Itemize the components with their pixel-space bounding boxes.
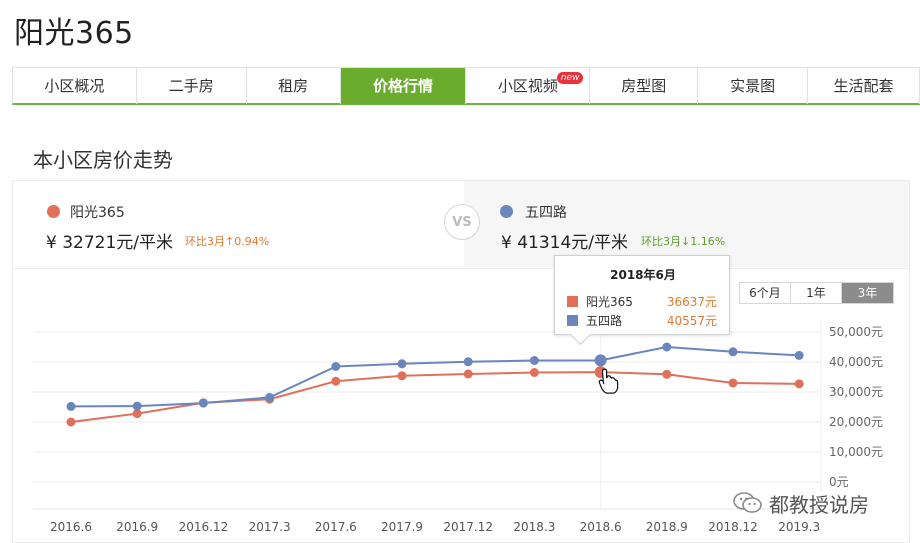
tab-7[interactable]: 实景图 [698,68,809,104]
compare-left-change: 环比3月↑0.94% [185,235,270,248]
data-point[interactable] [662,369,672,379]
tab-label: 小区视频 [497,77,558,95]
new-badge: new [556,72,584,84]
range-button[interactable]: 6个月 [740,283,791,303]
vs-badge: VS [444,204,480,240]
x-tick-label: 2017.3 [249,520,291,534]
tab-2[interactable]: 二手房 [137,68,247,104]
data-point[interactable] [132,401,142,411]
tooltip-swatch [567,296,578,307]
tooltip-row: 阳光365 36637元 [567,293,717,309]
x-tick-label: 2017.9 [381,520,423,534]
tab-1[interactable]: 小区概况 [13,68,137,104]
tooltip-series-value: 40557元 [666,314,717,328]
range-button[interactable]: 1年 [791,283,842,303]
data-point[interactable] [529,368,539,377]
x-tick-label: 2018.3 [513,520,555,534]
tab-3[interactable]: 租房 [247,68,341,104]
tab-label: 房型图 [621,77,667,95]
tab-6[interactable]: 房型图 [590,68,699,104]
x-tick-label: 2018.12 [708,520,758,534]
tooltip-swatch [567,315,578,326]
price-line-chart: 50,000元 40,000元 30,000元 20,000元 10,000元 0元 201… [33,321,883,534]
page-title: 阳光365 [14,16,134,51]
watermark: 都教授说房 [733,488,869,518]
chart-tooltip: 2018年6月 阳光365 36637元 五四路 40557元 [554,255,730,346]
data-point[interactable] [66,417,76,427]
x-tick-label: 2016.9 [116,520,158,534]
series-dot-right [500,205,513,218]
data-point[interactable] [529,356,539,365]
data-point[interactable] [397,359,407,369]
compare-right-name: 五四路 [525,205,567,221]
compare-right-change: 环比3月↓1.16% [641,235,726,248]
x-tick-label: 2018.9 [646,520,688,534]
tab-label: 实景图 [730,77,776,95]
tab-label: 价格行情 [373,77,434,95]
x-tick-label: 2017.12 [443,520,493,534]
data-point[interactable] [132,409,142,419]
tab-label: 生活配套 [833,77,894,95]
hand-cursor-icon [598,368,619,394]
y-tick-label: 30,000元 [829,385,883,399]
x-tick-label: 2016.12 [179,520,229,534]
y-tick-label: 40,000元 [829,355,883,369]
data-point[interactable] [463,369,473,379]
y-tick-label: 20,000元 [829,415,883,429]
compare-left-price: ¥ 32721元/平米 [46,233,174,253]
x-tick-label: 2019.3 [778,520,820,534]
compare-right: 五四路 ¥ 41314元/平米 环比3月↓1.16% [464,181,909,267]
compare-right-price: ¥ 41314元/平米 [501,233,629,253]
data-point[interactable] [794,350,804,360]
tooltip-series-name: 五四路 [586,314,623,328]
y-tick-label: 0元 [829,475,849,489]
data-point[interactable] [728,378,738,388]
data-point[interactable] [397,371,407,381]
range-selector: 6个月 1年 3年 [739,282,894,304]
data-point[interactable] [463,357,473,367]
x-tick-label: 2017.6 [315,520,357,534]
tab-label: 租房 [278,77,309,95]
tab-8[interactable]: 生活配套 [808,68,920,104]
series-line-1 [70,371,800,423]
data-point[interactable] [794,379,804,389]
compare-left-name: 阳光365 [70,205,125,221]
series-line-2 [70,345,800,408]
tooltip-series-name: 阳光365 [586,295,633,309]
tab-bar: 小区概况 二手房 租房 价格行情 小区视频 new 房型图 实景图 生活配套 [12,67,920,105]
watermark-text: 都教授说房 [769,492,869,517]
compare-bar: 阳光365 ¥ 32721元/平米 环比3月↑0.94% 五四路 ¥ 41314… [13,181,909,269]
wechat-icon [733,492,762,513]
y-tick-label: 50,000元 [829,325,883,339]
data-point[interactable] [662,342,672,352]
y-tick-label: 10,000元 [829,445,883,459]
data-point[interactable] [265,392,275,402]
section-title: 本小区房价走势 [33,148,173,172]
data-point[interactable] [331,376,341,386]
price-trend-panel: 阳光365 ¥ 32721元/平米 环比3月↑0.94% 五四路 ¥ 41314… [12,180,910,543]
tooltip-row: 五四路 40557元 [567,312,717,328]
tab-5[interactable]: 小区视频 new [466,68,591,104]
series-dot-left [47,205,60,218]
data-point[interactable] [198,398,208,408]
tab-4[interactable]: 价格行情 [340,68,467,104]
data-point[interactable] [66,401,76,411]
x-tick-label: 2018.6 [580,520,622,534]
tooltip-series-value: 36637元 [666,295,717,309]
data-point[interactable] [728,347,738,357]
data-point[interactable] [594,354,607,367]
x-tick-label: 2016.6 [50,520,92,534]
tab-label: 二手房 [168,77,214,95]
data-point[interactable] [331,362,341,371]
tab-label: 小区概况 [44,77,105,95]
compare-left: 阳光365 ¥ 32721元/平米 环比3月↑0.94% [13,181,463,267]
range-button[interactable]: 3年 [842,283,893,303]
tooltip-date: 2018年6月 [610,268,676,282]
